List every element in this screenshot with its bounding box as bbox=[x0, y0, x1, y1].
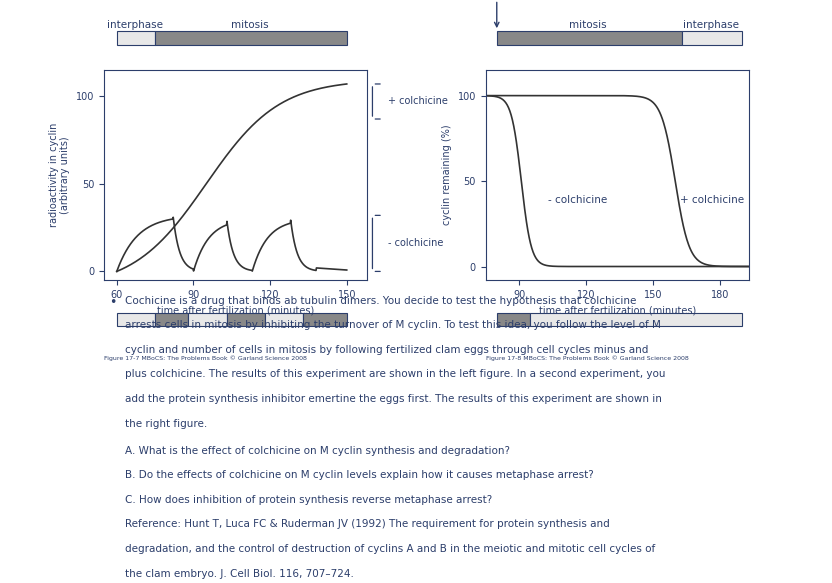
Text: interphase: interphase bbox=[106, 20, 163, 30]
Text: interphase: interphase bbox=[683, 20, 739, 30]
Text: B. Do the effects of colchicine on M cyclin levels explain how it causes metapha: B. Do the effects of colchicine on M cyc… bbox=[125, 470, 593, 480]
Y-axis label: radioactivity in cyclin
(arbitrary units): radioactivity in cyclin (arbitrary units… bbox=[49, 123, 71, 227]
X-axis label: time after fertilization (minutes): time after fertilization (minutes) bbox=[157, 305, 314, 315]
Text: A. What is the effect of colchicine on M cyclin synthesis and degradation?: A. What is the effect of colchicine on M… bbox=[125, 445, 510, 455]
Text: + colchicine: + colchicine bbox=[680, 195, 744, 205]
Bar bbox=[226, 312, 265, 326]
Text: degradation, and the control of destruction of cyclins A and B in the meiotic an: degradation, and the control of destruct… bbox=[125, 544, 655, 554]
Text: the right figure.: the right figure. bbox=[125, 419, 207, 429]
X-axis label: time after fertilization (minutes): time after fertilization (minutes) bbox=[538, 305, 696, 315]
Bar bbox=[188, 312, 226, 326]
Bar bbox=[682, 31, 742, 45]
Bar bbox=[155, 31, 347, 45]
Bar bbox=[497, 31, 682, 45]
Bar bbox=[497, 312, 530, 326]
Text: •: • bbox=[109, 296, 116, 308]
Text: the clam embryo. J. Cell Biol. 116, 707–724.: the clam embryo. J. Cell Biol. 116, 707–… bbox=[125, 568, 354, 578]
Bar bbox=[116, 31, 155, 45]
Text: + colchicine: + colchicine bbox=[389, 97, 448, 107]
Y-axis label: cyclin remaining (%): cyclin remaining (%) bbox=[442, 125, 452, 226]
Text: plus colchicine. The results of this experiment are shown in the left figure. In: plus colchicine. The results of this exp… bbox=[125, 370, 665, 380]
Bar bbox=[155, 312, 188, 326]
Text: - colchicine: - colchicine bbox=[389, 238, 443, 248]
Bar bbox=[304, 312, 347, 326]
Bar bbox=[530, 312, 742, 326]
Text: - colchicine: - colchicine bbox=[548, 195, 607, 205]
Text: Figure 17-8 MBoCS: The Problems Book © Garland Science 2008: Figure 17-8 MBoCS: The Problems Book © G… bbox=[486, 356, 688, 361]
Text: cyclin and number of cells in mitosis by following fertilized clam eggs through : cyclin and number of cells in mitosis by… bbox=[125, 345, 648, 355]
Text: add the protein synthesis inhibitor emertine the eggs first. The results of this: add the protein synthesis inhibitor emer… bbox=[125, 394, 661, 404]
Text: arrests cells in mitosis by inhibiting the turnover of M cyclin. To test this id: arrests cells in mitosis by inhibiting t… bbox=[125, 320, 661, 331]
Text: Cochicine is a drug that binds ab tubulin dimers. You decide to test the hypothe: Cochicine is a drug that binds ab tubuli… bbox=[125, 296, 636, 305]
Text: mitosis: mitosis bbox=[569, 20, 607, 30]
Text: Reference: Hunt T, Luca FC & Ruderman JV (1992) The requirement for protein synt: Reference: Hunt T, Luca FC & Ruderman JV… bbox=[125, 519, 609, 529]
Text: Figure 17-7 MBoCS: The Problems Book © Garland Science 2008: Figure 17-7 MBoCS: The Problems Book © G… bbox=[104, 356, 307, 361]
Text: mitosis: mitosis bbox=[230, 20, 269, 30]
Bar bbox=[265, 312, 304, 326]
Bar bbox=[116, 312, 155, 326]
Text: C. How does inhibition of protein synthesis reverse metaphase arrest?: C. How does inhibition of protein synthe… bbox=[125, 495, 492, 505]
